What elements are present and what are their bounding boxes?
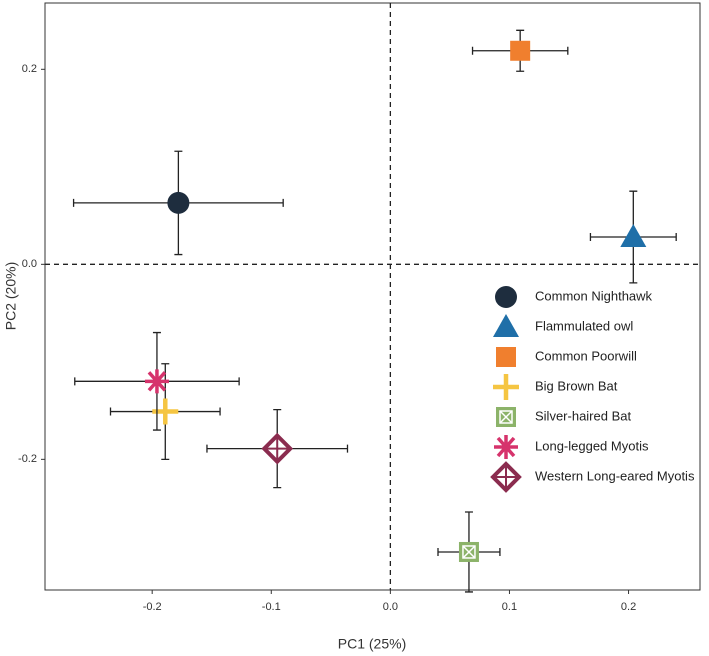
legend-marker bbox=[496, 407, 516, 427]
legend-marker bbox=[494, 435, 518, 459]
x-tick-label: -0.1 bbox=[262, 601, 281, 613]
plot-frame bbox=[44, 2, 701, 591]
marker bbox=[167, 191, 190, 214]
marker-part bbox=[266, 437, 289, 460]
marker-part bbox=[462, 545, 476, 559]
marker-part bbox=[462, 545, 476, 559]
marker-part bbox=[499, 410, 513, 424]
marker-part bbox=[261, 432, 294, 465]
x-tick-label: 0.1 bbox=[502, 601, 517, 613]
marker-part bbox=[499, 410, 513, 424]
marker bbox=[458, 541, 479, 562]
marker-part bbox=[490, 461, 522, 493]
marker-part bbox=[494, 435, 518, 459]
y-tick-label: -0.2 bbox=[18, 453, 37, 465]
x-tick-label: -0.2 bbox=[143, 601, 162, 613]
legend-label: Flammulated owl bbox=[535, 318, 633, 333]
legend-label: Long-legged Myotis bbox=[535, 438, 649, 453]
x-tick-label: 0.2 bbox=[621, 601, 636, 613]
marker-part bbox=[496, 347, 516, 367]
marker-part bbox=[510, 40, 531, 61]
marker-part bbox=[495, 286, 517, 308]
marker bbox=[144, 369, 169, 394]
x-tick-label: 0.0 bbox=[383, 601, 398, 613]
legend-marker bbox=[496, 347, 516, 367]
marker bbox=[152, 398, 179, 425]
legend-label: Common Poorwill bbox=[535, 348, 637, 363]
legend-marker bbox=[493, 374, 519, 400]
marker-part bbox=[495, 466, 517, 488]
legend-marker bbox=[495, 286, 517, 308]
y-tick-label: 0.2 bbox=[22, 63, 37, 75]
legend-label: Common Nighthawk bbox=[535, 288, 653, 303]
y-tick-label: 0.0 bbox=[22, 258, 37, 270]
legend-marker bbox=[493, 314, 519, 337]
legend-marker bbox=[490, 461, 522, 493]
marker bbox=[510, 40, 531, 61]
marker bbox=[261, 432, 294, 465]
x-axis-label: PC1 (25%) bbox=[338, 636, 406, 652]
marker-part bbox=[144, 369, 169, 394]
legend-label: Silver-haired Bat bbox=[535, 408, 631, 423]
marker-part bbox=[493, 374, 519, 400]
y-axis-label: PC2 (20%) bbox=[3, 262, 19, 330]
marker-part bbox=[167, 191, 190, 214]
marker-part bbox=[620, 224, 647, 248]
marker-part bbox=[152, 398, 179, 425]
legend-label: Big Brown Bat bbox=[535, 378, 618, 393]
marker bbox=[620, 224, 647, 248]
marker-part bbox=[493, 314, 519, 337]
legend-label: Western Long-eared Myotis bbox=[535, 468, 695, 483]
